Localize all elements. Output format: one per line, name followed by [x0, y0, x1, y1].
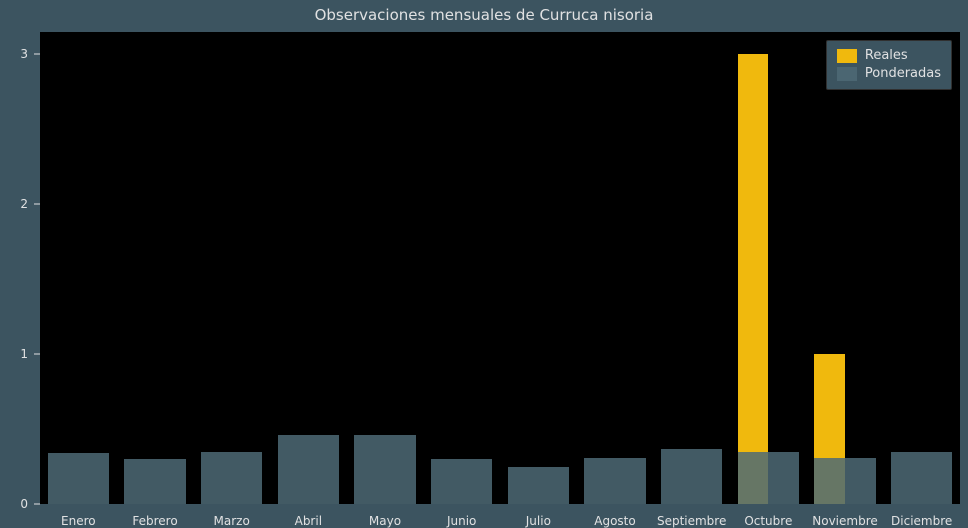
bar-ponderadas — [354, 435, 415, 504]
legend-label: Ponderadas — [865, 65, 941, 83]
legend-label: Reales — [865, 47, 908, 65]
bar-ponderadas — [48, 453, 109, 504]
bar-ponderadas — [278, 435, 339, 504]
legend-swatch — [837, 49, 857, 63]
x-tick-label: Septiembre — [657, 504, 726, 528]
bar-ponderadas — [508, 467, 569, 504]
plot-area: 0123EneroFebreroMarzoAbrilMayoJunioJulio… — [40, 32, 960, 504]
bar-ponderadas — [738, 452, 799, 504]
y-tick-mark — [34, 354, 40, 355]
x-tick-label: Agosto — [594, 504, 635, 528]
bar-ponderadas — [201, 452, 262, 504]
x-tick-label: Febrero — [132, 504, 177, 528]
legend-swatch — [837, 67, 857, 81]
x-tick-label: Noviembre — [812, 504, 878, 528]
legend: RealesPonderadas — [826, 40, 952, 90]
x-tick-label: Enero — [61, 504, 96, 528]
legend-item-ponderadas: Ponderadas — [837, 65, 941, 83]
plot-inner: 0123EneroFebreroMarzoAbrilMayoJunioJulio… — [40, 32, 960, 504]
bar-ponderadas — [661, 449, 722, 504]
bar-ponderadas — [814, 458, 875, 504]
bar-ponderadas — [124, 459, 185, 504]
bar-ponderadas — [891, 452, 952, 504]
y-tick-mark — [34, 204, 40, 205]
x-tick-label: Diciembre — [891, 504, 952, 528]
bar-reales — [738, 54, 769, 504]
x-tick-label: Marzo — [214, 504, 250, 528]
x-tick-label: Junio — [447, 504, 476, 528]
bar-ponderadas — [431, 459, 492, 504]
legend-item-reales: Reales — [837, 47, 941, 65]
chart-figure: Observaciones mensuales de Curruca nisor… — [0, 0, 968, 528]
bar-ponderadas — [584, 458, 645, 504]
x-tick-label: Octubre — [744, 504, 792, 528]
x-tick-label: Abril — [295, 504, 322, 528]
x-tick-label: Julio — [526, 504, 551, 528]
y-tick-mark — [34, 504, 40, 505]
chart-title: Observaciones mensuales de Curruca nisor… — [0, 6, 968, 24]
x-tick-label: Mayo — [369, 504, 401, 528]
y-tick-mark — [34, 54, 40, 55]
